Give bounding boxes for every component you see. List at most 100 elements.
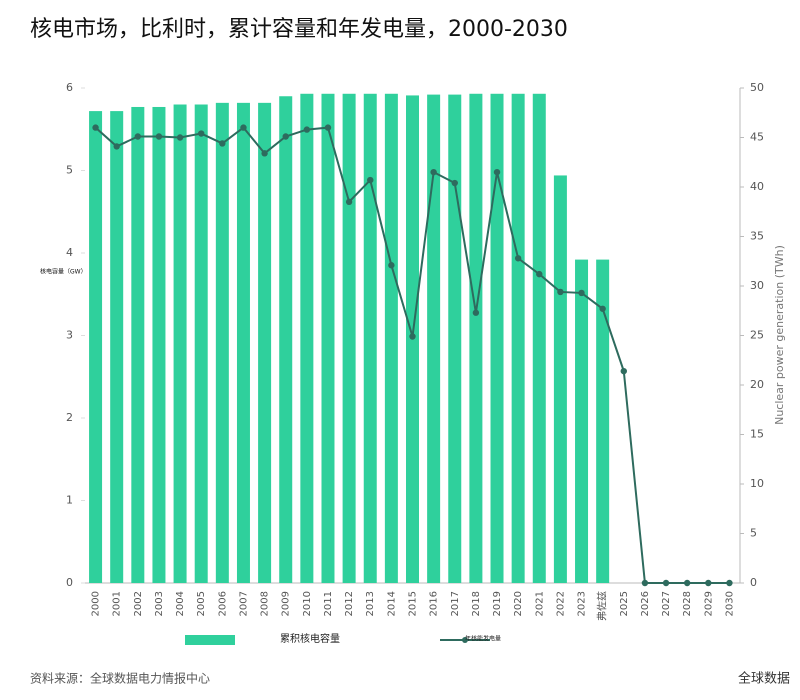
x-tick-label: 2021	[534, 591, 545, 616]
line-point	[219, 140, 226, 147]
line-point	[388, 262, 395, 269]
line-point	[240, 124, 247, 131]
x-tick-label: 2025	[619, 591, 630, 616]
line-point	[430, 168, 437, 176]
y2-axis-label: Nuclear power generation (TWh)	[773, 245, 786, 425]
x-tick-label: 2003	[154, 591, 165, 616]
line-point	[282, 133, 289, 140]
bar	[384, 93, 398, 584]
chart-title: 核电市场，比利时，累计容量和年发电量，2000-2030	[30, 17, 568, 42]
line-point	[620, 367, 627, 375]
line-point	[493, 168, 501, 176]
x-tick-label: 2022	[555, 591, 566, 616]
x-tick-label: 2001	[112, 591, 123, 616]
y-tick-label: 4	[66, 246, 73, 259]
x-tick-label: 2004	[175, 591, 186, 616]
bar	[342, 93, 356, 584]
line-point	[303, 126, 311, 133]
y-tick-label: 2	[66, 411, 73, 424]
line-point	[662, 579, 670, 587]
line-point	[92, 124, 99, 131]
legend-label: 年核能发电量	[465, 635, 501, 643]
y2-tick-label: 15	[750, 428, 764, 441]
line-point	[683, 579, 691, 587]
y-tick-label: 5	[66, 164, 73, 177]
x-tick-label: 2002	[133, 591, 144, 616]
x-tick-label: 2012	[344, 591, 355, 616]
brand: 全球数据	[738, 671, 790, 687]
x-tick-label: 2026	[640, 591, 651, 616]
x-tick-label: 2027	[661, 591, 672, 616]
x-tick-label: 弗佐兹	[596, 591, 609, 621]
bar	[363, 93, 377, 584]
line-point	[176, 134, 184, 141]
x-tick-label: 2015	[408, 591, 419, 616]
line-point	[514, 255, 522, 262]
y2-tick-label: 40	[750, 180, 764, 193]
bar	[258, 102, 272, 583]
bar	[511, 93, 525, 584]
bar	[89, 111, 103, 583]
line-point	[472, 309, 480, 316]
x-tick-label: 2011	[323, 591, 334, 616]
y2-tick-label: 50	[750, 81, 764, 94]
line-point	[409, 333, 416, 340]
line-point	[134, 133, 142, 140]
bar	[194, 104, 208, 583]
bar	[215, 102, 229, 583]
bar	[553, 175, 567, 583]
y2-tick-label: 10	[750, 477, 764, 490]
x-tick-label: 2013	[365, 591, 376, 616]
bar	[236, 102, 250, 583]
line-point	[155, 133, 163, 140]
y-tick-label: 6	[66, 81, 73, 94]
x-tick-label: 2020	[513, 591, 524, 616]
y-tick-label: 1	[66, 494, 73, 507]
y2-tick-label: 5	[750, 527, 757, 540]
source-note: 资料来源：全球数据电力情报中心	[30, 671, 210, 686]
x-tick-label: 2028	[682, 591, 693, 616]
y2-tick-label: 30	[750, 279, 764, 292]
x-tick-label: 2029	[703, 591, 714, 616]
line-point	[705, 579, 712, 587]
y2-tick-label: 0	[750, 576, 757, 589]
y2-tick-label: 35	[750, 230, 764, 243]
x-tick-label: 2017	[450, 591, 461, 616]
line-point	[113, 143, 120, 150]
bar	[131, 106, 145, 583]
bar	[173, 104, 187, 583]
y-axis-label: 核电容量（GW）	[40, 268, 87, 276]
x-tick-label: 2000	[91, 591, 102, 616]
x-tick-label: 2008	[260, 591, 271, 616]
x-tick-label: 2023	[577, 591, 588, 616]
bar	[575, 259, 589, 583]
x-tick-label: 2014	[386, 591, 397, 616]
y-tick-label: 3	[66, 329, 73, 342]
bar	[448, 94, 462, 583]
bar	[110, 111, 124, 583]
x-tick-label: 2019	[492, 591, 503, 616]
legend-swatch	[185, 635, 235, 645]
x-tick-label: 2006	[217, 591, 228, 616]
line-point	[324, 124, 332, 131]
bar	[532, 93, 546, 584]
line-point	[557, 288, 564, 296]
x-tick-label: 2007	[238, 591, 249, 616]
line-point	[726, 579, 733, 587]
bar	[279, 96, 293, 583]
x-tick-label: 2005	[196, 591, 207, 616]
line-point	[451, 179, 458, 187]
bar	[596, 259, 610, 583]
bar	[427, 94, 441, 583]
line-point	[578, 289, 585, 297]
y2-tick-label: 25	[750, 329, 764, 342]
x-tick-label: 2010	[302, 591, 313, 616]
bar	[152, 106, 166, 583]
y2-tick-label: 45	[750, 131, 764, 144]
line-point	[367, 176, 374, 184]
x-tick-label: 2009	[281, 591, 292, 616]
line-point	[536, 270, 543, 278]
bar	[321, 93, 335, 584]
